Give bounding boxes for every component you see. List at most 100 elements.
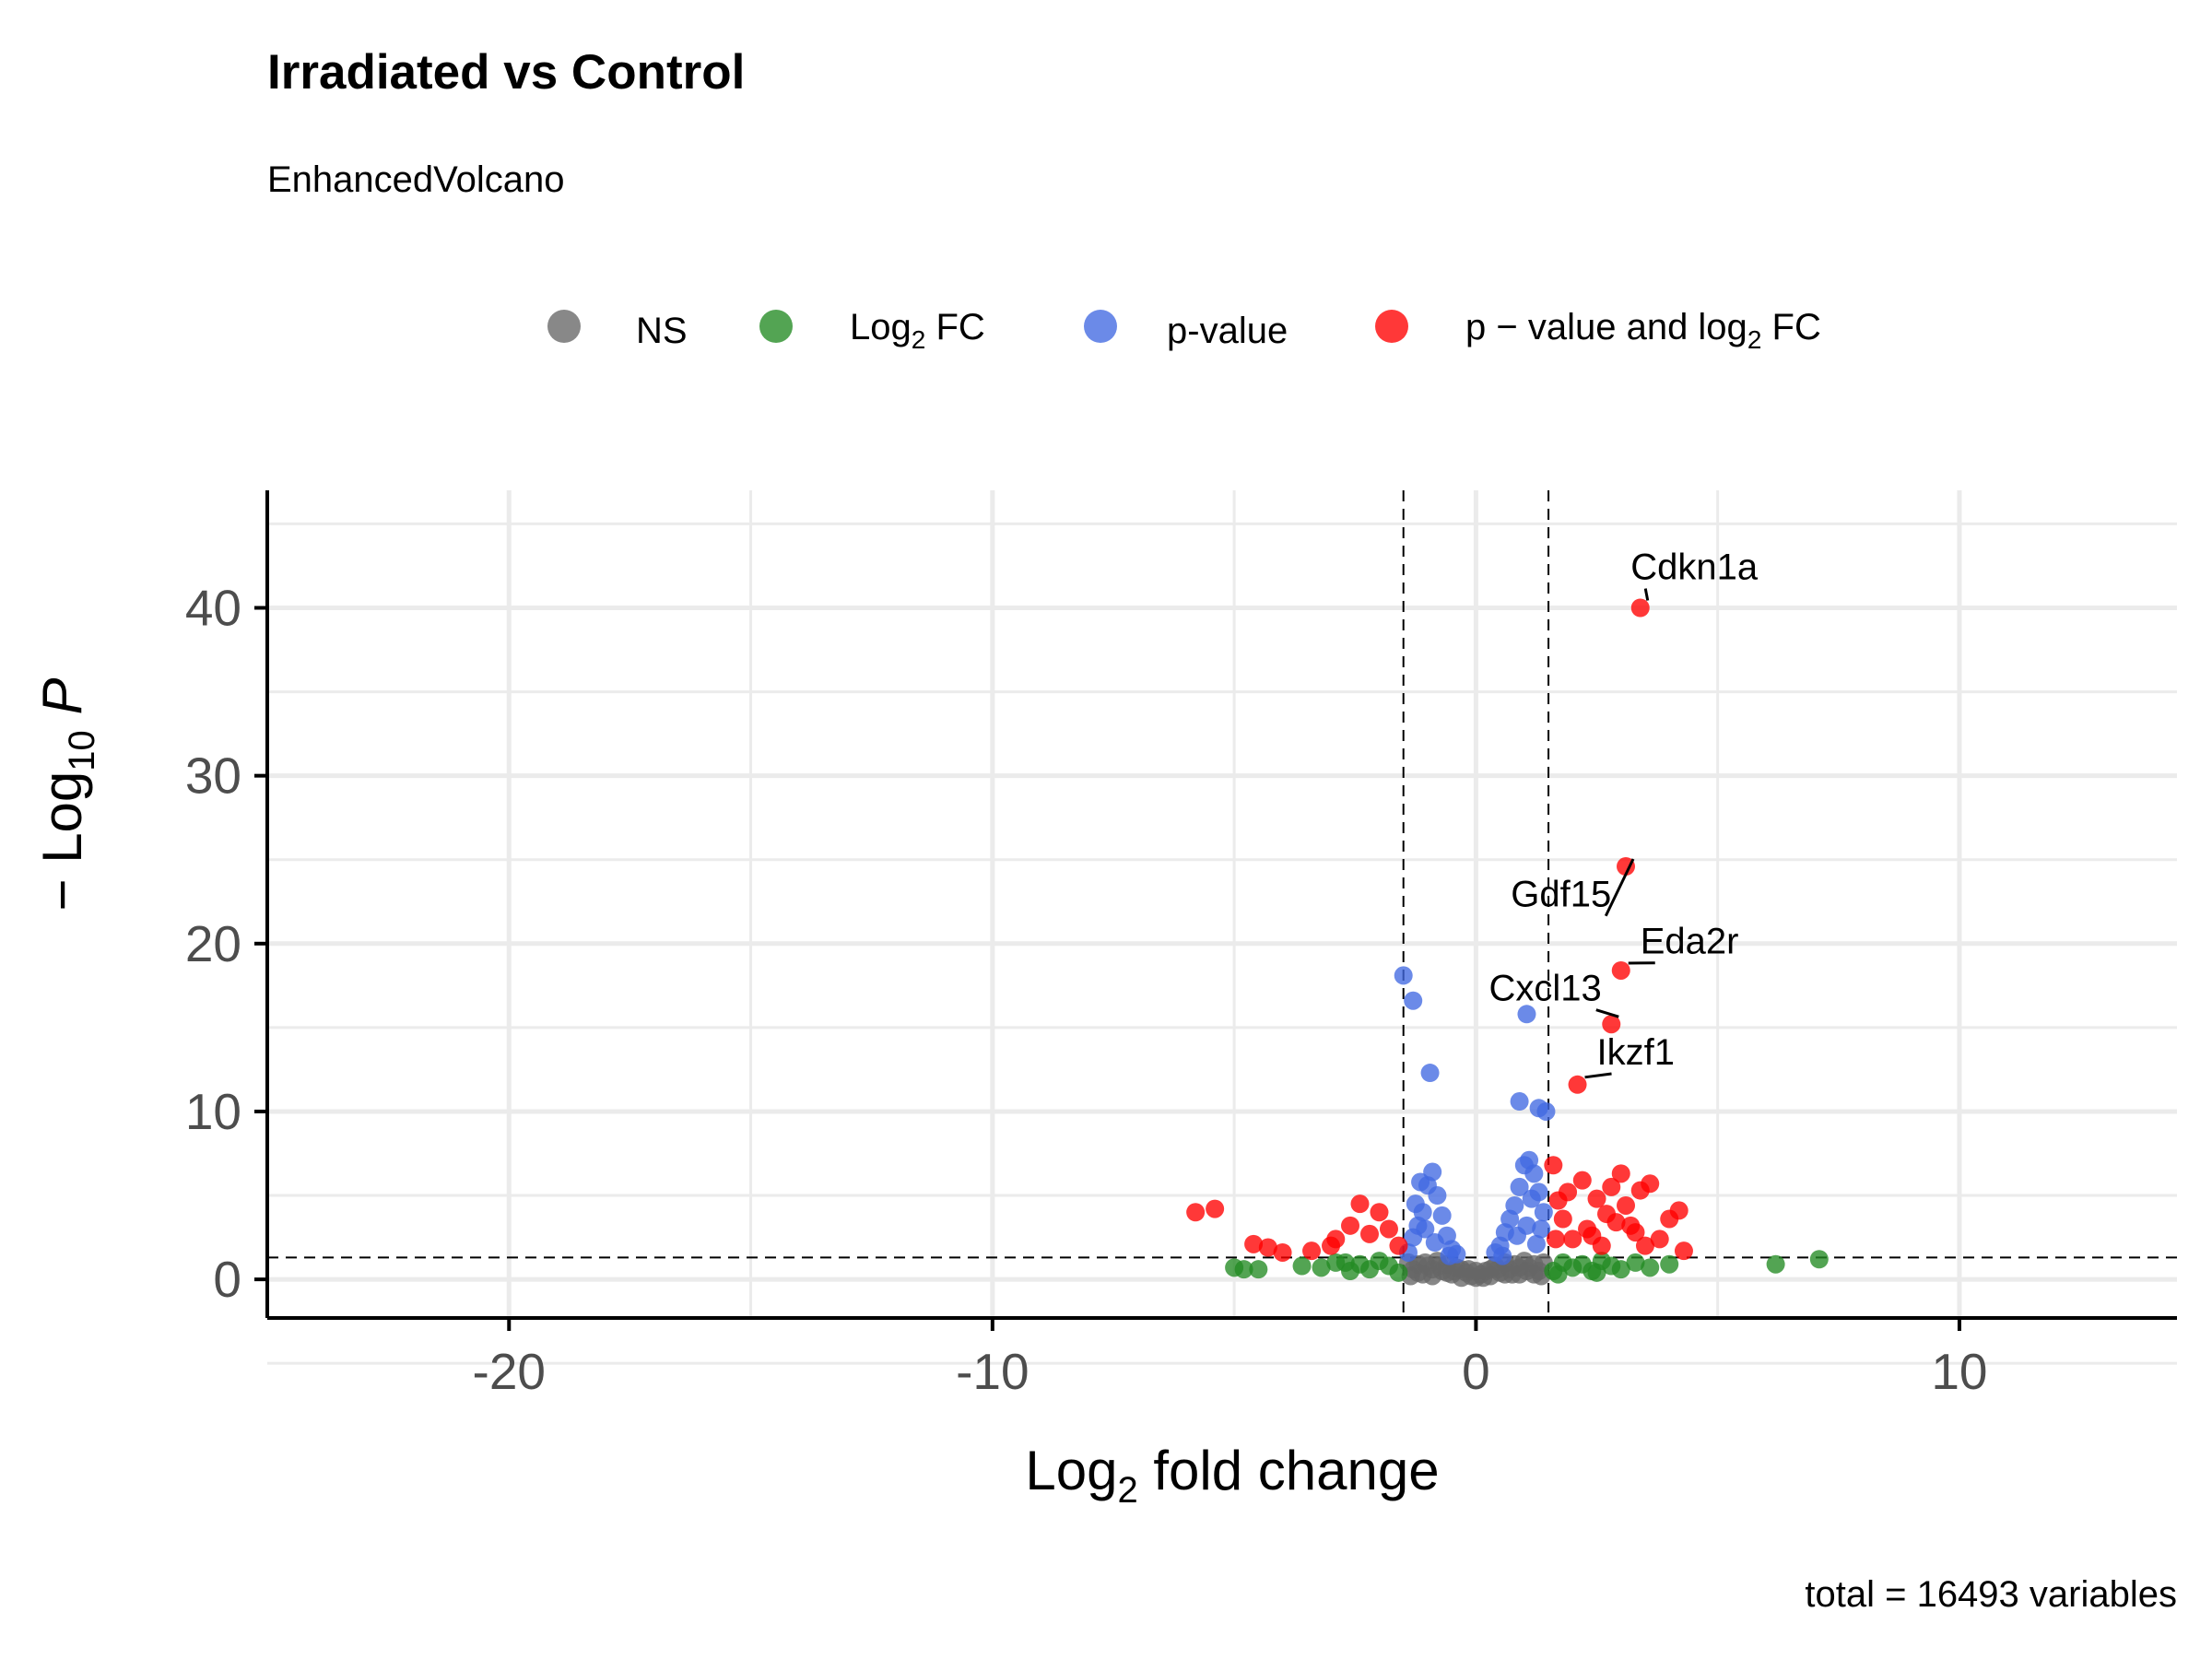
data-point: [1206, 1199, 1225, 1218]
data-point: [1611, 1260, 1630, 1279]
legend-label-p: p-value: [1167, 311, 1288, 351]
gene-label: Eda2r: [1641, 922, 1739, 962]
data-point: [1548, 1265, 1568, 1284]
data-point: [1809, 1250, 1829, 1269]
data-point: [1669, 1201, 1688, 1220]
data-point: [1444, 1261, 1464, 1280]
data-point: [1326, 1230, 1346, 1249]
data-point: [1587, 1263, 1606, 1282]
minor-gridlines: [265, 490, 2177, 1365]
data-point: [1359, 1224, 1379, 1243]
data-point: [1626, 1223, 1645, 1242]
data-point: [1420, 1064, 1440, 1083]
data-point: [1411, 1172, 1430, 1192]
data-point: [1534, 1203, 1553, 1222]
data-point: [1517, 1261, 1536, 1280]
data-point: [1660, 1254, 1679, 1274]
data-point: [1428, 1186, 1447, 1206]
data-point: [1766, 1254, 1785, 1274]
data-point: [1597, 1205, 1617, 1224]
data-point: [1292, 1256, 1312, 1276]
x-tick-label: 10: [1931, 1343, 1987, 1400]
data-point: [1350, 1194, 1370, 1214]
label-connector: [1595, 1008, 1619, 1018]
data-point: [1544, 1156, 1563, 1175]
data-point: [1602, 1177, 1621, 1196]
data-point: [1474, 1268, 1493, 1288]
legend: NS Log2 FC p-value p − value and log2 FC: [547, 307, 1821, 354]
x-tick-label: 0: [1462, 1343, 1490, 1400]
cutoff-lines: [267, 490, 2177, 1318]
chart-subtitle: EnhancedVolcano: [267, 159, 565, 200]
chart-caption: total = 16493 variables: [1805, 1574, 2177, 1615]
data-point: [1423, 1162, 1442, 1182]
axes: [265, 490, 2177, 1320]
data-point: [1641, 1174, 1660, 1194]
gene-label: Cxcl13: [1489, 969, 1602, 1009]
data-point: [1641, 1258, 1660, 1277]
plot-panel: Cdkn1a Gdf15 Eda2r Cxcl13 Ikzf1: [265, 490, 2177, 1365]
data-point: [1630, 598, 1650, 618]
data-point: [1650, 1230, 1669, 1249]
data-point: [1379, 1219, 1398, 1239]
gene-label: Cdkn1a: [1630, 547, 1759, 588]
data-point: [1425, 1233, 1444, 1253]
major-gridlines: [267, 490, 2177, 1318]
data-point: [1546, 1230, 1565, 1249]
data-point: [1302, 1241, 1322, 1261]
label-connector: [1643, 588, 1650, 601]
data-points: [1186, 598, 1829, 1288]
data-point: [1493, 1246, 1512, 1265]
gene-label: Gdf15: [1511, 875, 1611, 915]
data-point: [1583, 1226, 1602, 1245]
y-axis-ticks: 0 10 20 30 40: [185, 580, 267, 1308]
data-point: [1536, 1101, 1556, 1121]
chart-title: Irradiated vs Control: [267, 45, 745, 100]
legend-key-p: [1084, 310, 1117, 343]
data-point: [1394, 966, 1413, 985]
legend-key-ns: [547, 310, 581, 343]
data-point: [1459, 1260, 1478, 1279]
data-point: [1524, 1164, 1544, 1183]
data-point: [1432, 1206, 1452, 1225]
x-axis-ticks: -20 -10 0 10: [473, 1318, 1988, 1400]
data-point: [1563, 1230, 1583, 1249]
legend-label-fc: Log2 FC: [850, 307, 985, 354]
gene-label: Ikzf1: [1597, 1032, 1675, 1073]
x-tick-label: -10: [956, 1343, 1030, 1400]
data-point: [1568, 1075, 1587, 1094]
data-point: [1244, 1234, 1264, 1253]
data-point: [1587, 1189, 1606, 1208]
data-point: [1522, 1189, 1541, 1208]
data-point: [1335, 1253, 1355, 1272]
data-point: [1553, 1209, 1572, 1229]
legend-key-fc: [759, 310, 793, 343]
data-point: [1510, 1092, 1529, 1112]
data-point: [1517, 1216, 1536, 1235]
data-point: [1532, 1219, 1551, 1239]
gene-labels: Cdkn1a Gdf15 Eda2r Cxcl13 Ikzf1: [1489, 547, 1759, 1073]
data-point: [1526, 1234, 1546, 1253]
data-point: [1312, 1258, 1331, 1277]
data-point: [1559, 1182, 1578, 1202]
y-tick-label: 10: [185, 1083, 241, 1140]
legend-key-fcp: [1375, 310, 1408, 343]
data-point: [1626, 1253, 1645, 1272]
x-axis-title: Log2 fold change: [1025, 1440, 1439, 1511]
data-point: [1258, 1238, 1277, 1257]
y-tick-label: 30: [185, 747, 241, 805]
data-point: [1502, 1265, 1522, 1284]
data-point: [1273, 1242, 1292, 1262]
legend-label-ns: NS: [636, 311, 688, 351]
data-point: [1505, 1195, 1524, 1215]
data-point: [1404, 991, 1423, 1010]
data-point: [1416, 1219, 1435, 1239]
label-connectors: [1584, 588, 1655, 1079]
data-point: [1440, 1246, 1459, 1265]
data-point: [1341, 1216, 1360, 1235]
data-point: [1602, 1015, 1621, 1034]
data-point: [1186, 1203, 1206, 1222]
data-point: [1611, 1164, 1630, 1183]
y-tick-label: 0: [213, 1251, 241, 1308]
